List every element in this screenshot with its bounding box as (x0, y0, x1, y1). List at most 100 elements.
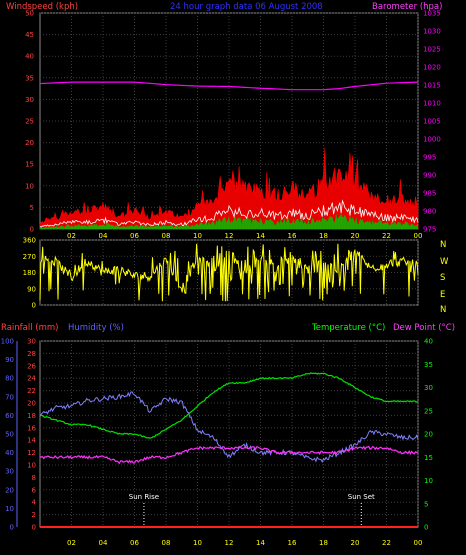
compass-label-w: W (440, 257, 449, 267)
rainfall-tick-label: 30 (27, 338, 36, 346)
barometer-line (39, 81, 419, 91)
wind-time-tick-label: 18 (319, 232, 328, 240)
barometer-tick-label: 1030 (423, 28, 441, 36)
wind-series-layer (39, 81, 419, 230)
barometer-tick-label: 1010 (423, 100, 441, 108)
humidity-ticks: 0 10 20 30 40 50 60 70 80 90 100 (1, 338, 14, 532)
temp-gridlines (16, 340, 419, 528)
humidity-tick-label: 30 (5, 468, 14, 476)
wind-direction-panel: 0 90 180 270 360 N W S E N (23, 237, 449, 316)
sunrise-label: Sun Rise (129, 493, 159, 501)
chart-title: 24 hour graph data 06 August 2008 (170, 2, 323, 12)
humidity-tick-label: 70 (5, 393, 14, 401)
temperature-tick-label: 5 (424, 500, 428, 508)
barometer-tick-label: 980 (423, 208, 436, 216)
wind-time-tick-label: 20 (351, 232, 360, 240)
temperature-tick-label: 20 (424, 431, 433, 439)
temp-time-tick-label: 06 (130, 539, 139, 547)
temp-time-tick-label: 04 (99, 539, 108, 547)
wind-time-tick-label: 08 (162, 232, 171, 240)
temperature-tick-label: 25 (424, 407, 433, 415)
wind-time-tick-label: 22 (382, 232, 391, 240)
dewpoint-line (39, 445, 419, 465)
windspeed-tick-label: 20 (25, 139, 34, 147)
barometer-tick-label: 1000 (423, 136, 441, 144)
temperature-tick-label: 40 (424, 338, 433, 346)
wind-time-tick-label: 12 (225, 232, 234, 240)
wind-time-ticks: 02 04 06 08 10 12 14 16 18 20 22 00 (67, 232, 422, 240)
temp-time-tick-label: 00 (414, 539, 423, 547)
barometer-tick-label: 995 (423, 154, 436, 162)
temp-time-tick-label: 18 (319, 539, 328, 547)
wind-gridlines (40, 12, 419, 230)
windspeed-tick-label: 5 (30, 204, 34, 212)
rainfall-tick-label: 24 (27, 375, 36, 383)
barometer-tick-label: 1020 (423, 64, 441, 72)
temp-time-tick-label: 10 (193, 539, 202, 547)
temperature-tick-label: 30 (424, 384, 433, 392)
windspeed-tick-label: 10 (25, 182, 34, 190)
temp-time-tick-label: 08 (162, 539, 171, 547)
temp-time-tick-label: 22 (382, 539, 391, 547)
rainfall-tick-label: 26 (27, 362, 36, 370)
wind-barometer-panel: Windspeed (kph) 24 hour graph data 06 Au… (6, 2, 442, 240)
direction-tick-label: 360 (23, 237, 36, 245)
barometer-tick-label: 990 (423, 172, 436, 180)
barometer-tick-label: 1015 (423, 82, 441, 90)
temperature-line (39, 372, 419, 439)
rainfall-tick-label: 22 (27, 387, 36, 395)
rainfall-tick-label: 4 (32, 499, 37, 507)
temperature-tick-label: 10 (424, 477, 433, 485)
rainfall-tick-label: 0 (32, 524, 36, 532)
direction-gridlines (40, 239, 419, 306)
rainfall-tick-label: 6 (32, 486, 37, 494)
humidity-line (39, 391, 419, 464)
barometer-tick-label: 1035 (423, 10, 441, 18)
direction-ticks: 0 90 180 270 360 (23, 237, 36, 310)
windspeed-tick-label: 50 (25, 10, 34, 18)
temp-series-layer (39, 372, 419, 528)
temp-time-tick-label: 20 (351, 539, 360, 547)
compass-label-n-top: N (440, 240, 446, 250)
temp-time-tick-label: 12 (225, 539, 234, 547)
temperature-tick-label: 15 (424, 454, 433, 462)
temperature-tick-label: 0 (424, 524, 428, 532)
rainfall-tick-label: 28 (27, 350, 36, 358)
humidity-tick-label: 40 (5, 449, 14, 457)
windspeed-axis-label: Windspeed (kph) (6, 2, 78, 12)
compass-label-e: E (440, 290, 445, 300)
sun-annotations: Sun Rise Sun Set (129, 493, 375, 527)
compass-label-s: S (440, 273, 445, 283)
direction-tick-label: 270 (23, 253, 36, 261)
direction-series-layer (39, 243, 419, 302)
wind-time-tick-label: 10 (193, 232, 202, 240)
windspeed-ticks: 0 5 10 15 20 25 30 35 40 45 50 (25, 10, 34, 234)
windspeed-tick-label: 25 (25, 118, 34, 126)
humidity-tick-label: 90 (5, 356, 14, 364)
barometer-tick-label: 1025 (423, 46, 441, 54)
barometer-ticks: 975 980 985 990 995 1000 1005 1010 1015 1020 1025 1… (423, 10, 441, 234)
wind-direction-line (39, 243, 419, 302)
rainfall-tick-label: 2 (32, 511, 36, 519)
temp-time-tick-label: 14 (256, 539, 265, 547)
barometer-tick-label: 985 (423, 190, 436, 198)
humidity-tick-label: 10 (5, 505, 14, 513)
temperature-humidity-panel: Rainfall (mm) Humidity (%) Temperature (… (1, 323, 455, 547)
wind-low-area (40, 212, 418, 229)
sunset-label: Sun Set (348, 493, 375, 501)
temperature-tick-label: 35 (424, 361, 433, 369)
direction-tick-label: 0 (32, 302, 36, 310)
temp-time-ticks: 02 04 06 08 10 12 14 16 18 20 22 00 (67, 539, 422, 547)
humidity-tick-label: 100 (1, 338, 14, 346)
compass-label-n-bottom: N (440, 305, 446, 315)
barometer-axis-label: Barometer (hpa) (372, 2, 442, 12)
dewpoint-axis-label: Dew Point (°C) (393, 323, 455, 333)
wind-time-tick-label: 04 (99, 232, 108, 240)
windspeed-tick-label: 30 (25, 96, 34, 104)
rainfall-tick-label: 16 (27, 424, 36, 432)
wind-time-tick-label: 02 (67, 232, 76, 240)
temp-time-tick-label: 02 (67, 539, 76, 547)
